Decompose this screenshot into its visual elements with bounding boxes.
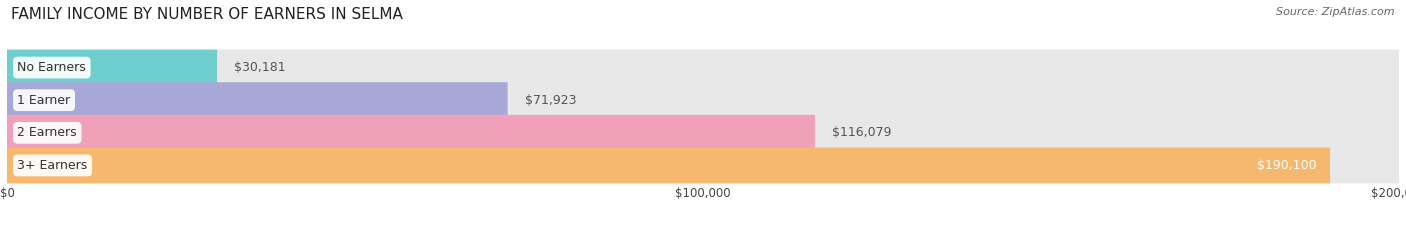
- Text: 2 Earners: 2 Earners: [17, 126, 77, 139]
- FancyBboxPatch shape: [7, 82, 1399, 118]
- FancyBboxPatch shape: [7, 147, 1399, 183]
- FancyBboxPatch shape: [7, 115, 1399, 151]
- FancyBboxPatch shape: [7, 50, 217, 86]
- Text: $71,923: $71,923: [524, 94, 576, 107]
- FancyBboxPatch shape: [7, 50, 1399, 86]
- Text: $190,100: $190,100: [1257, 159, 1316, 172]
- Text: $30,181: $30,181: [235, 61, 285, 74]
- Text: No Earners: No Earners: [17, 61, 86, 74]
- FancyBboxPatch shape: [7, 115, 815, 151]
- Text: FAMILY INCOME BY NUMBER OF EARNERS IN SELMA: FAMILY INCOME BY NUMBER OF EARNERS IN SE…: [11, 7, 404, 22]
- Text: 3+ Earners: 3+ Earners: [17, 159, 87, 172]
- Text: Source: ZipAtlas.com: Source: ZipAtlas.com: [1277, 7, 1395, 17]
- FancyBboxPatch shape: [7, 147, 1330, 183]
- Text: $116,079: $116,079: [832, 126, 891, 139]
- Text: 1 Earner: 1 Earner: [17, 94, 70, 107]
- FancyBboxPatch shape: [7, 82, 508, 118]
